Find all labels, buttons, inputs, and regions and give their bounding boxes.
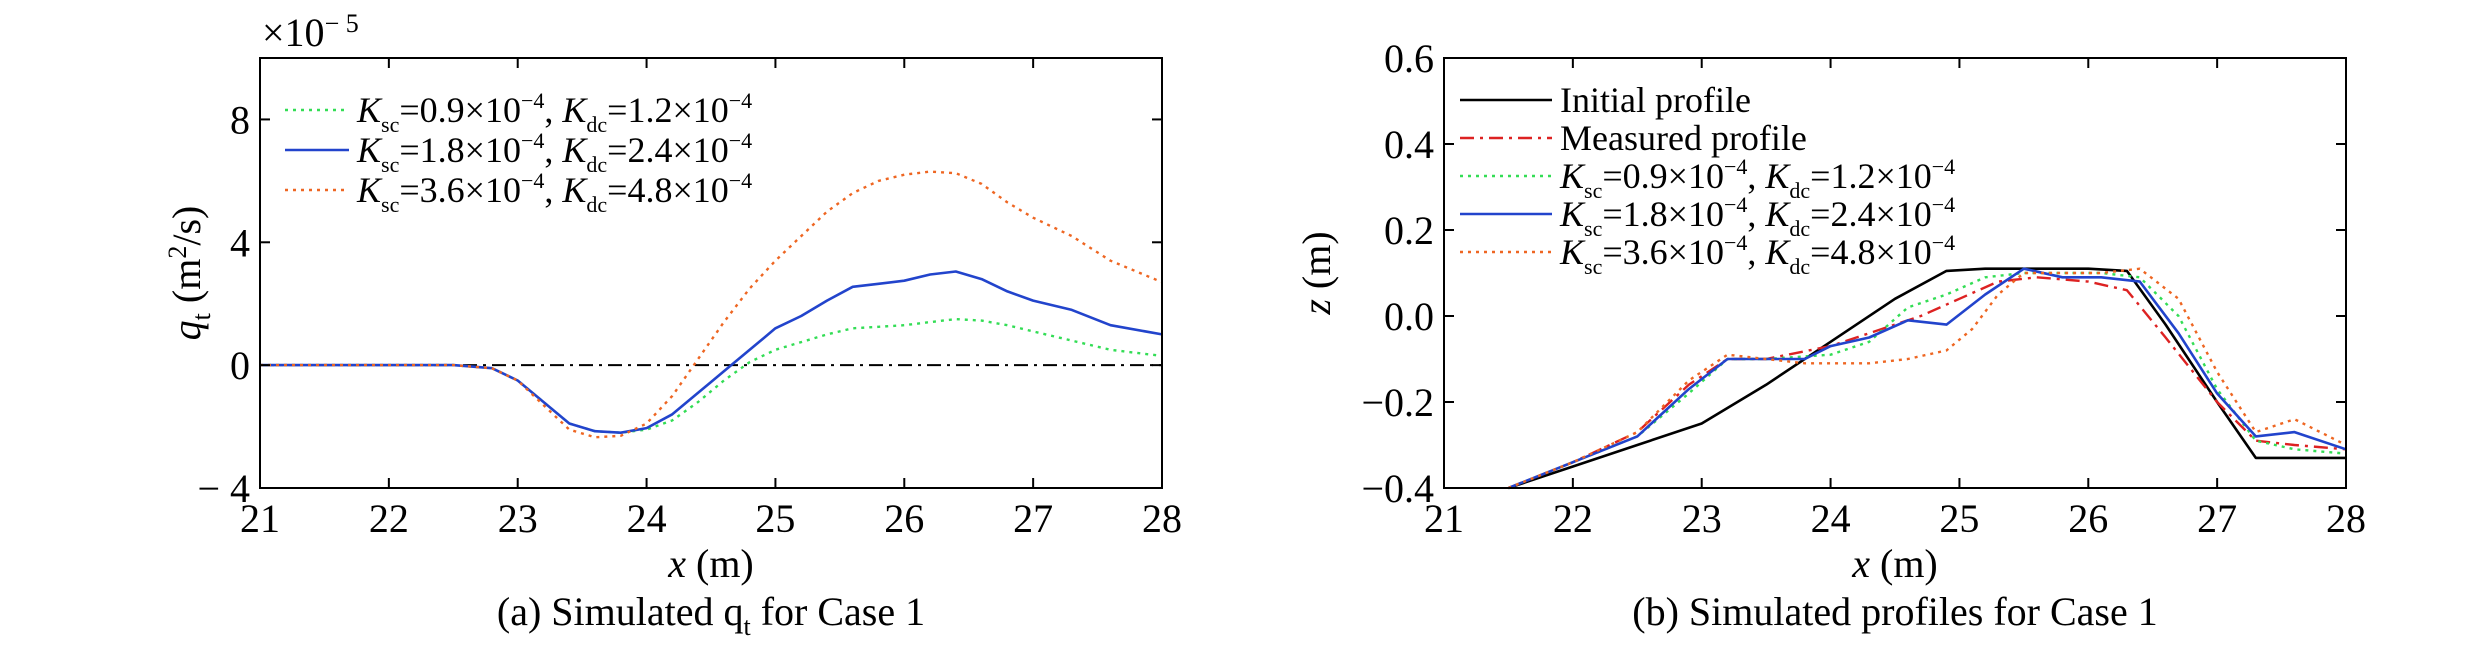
x-tick-label: 26 <box>2068 496 2108 541</box>
y-tick-label: 4 <box>230 220 250 265</box>
y-tick-label: 0.6 <box>1384 36 1434 81</box>
y-tick-label: −0.2 <box>1361 380 1434 425</box>
legend-label: Ksc=1.8×10−4, Kdc=2.4×10−4 <box>1559 192 1955 241</box>
chart-b-ylabel: z (m) <box>1294 231 1339 315</box>
legend-label: Measured profile <box>1560 118 1807 158</box>
y-tick-label: −0.4 <box>1361 466 1434 511</box>
chart-b-frame <box>1443 57 2347 489</box>
x-tick-label: 25 <box>755 496 795 541</box>
legend-label: Initial profile <box>1560 80 1751 120</box>
chart-a-caption: (a) Simulated qt for Case 1 <box>497 589 925 641</box>
series-line-3 <box>1507 271 2347 490</box>
x-tick-label: 27 <box>2197 496 2237 541</box>
y-tick-label: 0.4 <box>1384 122 1434 167</box>
chart-a-legend: Ksc=0.9×10−4, Kdc=1.2×10−4Ksc=1.8×10−4, … <box>285 88 752 217</box>
y-tick-label: 0.2 <box>1384 208 1434 253</box>
x-tick-label: 25 <box>1939 496 1979 541</box>
series-line-2 <box>1507 276 2347 490</box>
chart-a-ylabel: qt (m2/s) <box>163 206 216 341</box>
legend-label: Ksc=3.6×10−4, Kdc=4.8×10−4 <box>356 168 752 217</box>
y-tick-label: 0.0 <box>1384 294 1434 339</box>
series-line-5 <box>1507 267 2347 490</box>
x-tick-label: 27 <box>1013 496 1053 541</box>
series-line-1 <box>1507 267 2346 490</box>
x-tick-label: 28 <box>2326 496 2366 541</box>
legend-label: Ksc=1.8×10−4, Kdc=2.4×10−4 <box>356 128 752 177</box>
y-tick-label: − 4 <box>197 466 250 511</box>
chart-a-plot-area <box>260 170 1163 439</box>
series-line-2 <box>260 270 1163 434</box>
y-tick-label: 8 <box>230 97 250 142</box>
legend-label: Ksc=3.6×10−4, Kdc=4.8×10−4 <box>1559 230 1955 279</box>
chart-b-caption: (b) Simulated profiles for Case 1 <box>1632 589 2157 634</box>
chart-b-ticks <box>1443 57 2347 489</box>
x-tick-label: 22 <box>369 496 409 541</box>
chart-b-tick-labels: 21 22 23 24 25 26 27 28 −0.4 −0.2 0.0 0.2 0.4 0.6 <box>1361 36 2366 541</box>
x-tick-label: 21 <box>240 496 280 541</box>
chart-a-frame <box>259 57 1163 489</box>
chart-b: 21 22 23 24 25 26 27 28 −0.4 −0.2 0.0 0.2 0.4 0.6 z (… <box>1294 36 2366 634</box>
legend-label: Ksc=0.9×10−4, Kdc=1.2×10−4 <box>356 88 752 137</box>
series-line-4 <box>1507 267 2347 490</box>
chart-b-plot-area <box>1507 267 2347 490</box>
y-tick-label: 0 <box>230 343 250 388</box>
x-tick-label: 23 <box>1682 496 1722 541</box>
x-tick-label: 22 <box>1553 496 1593 541</box>
x-tick-label: 26 <box>884 496 924 541</box>
legend-label: Ksc=0.9×10−4, Kdc=1.2×10−4 <box>1559 154 1955 203</box>
x-tick-label: 21 <box>1424 496 1464 541</box>
chart-a-xlabel: x (m) <box>667 541 754 586</box>
x-tick-label: 23 <box>498 496 538 541</box>
series-line-1 <box>260 317 1163 434</box>
chart-a-ticks <box>259 58 1163 489</box>
x-tick-label: 24 <box>627 496 667 541</box>
x-tick-label: 24 <box>1811 496 1851 541</box>
chart-a-multiplier: ×10− 5 <box>262 9 359 55</box>
series-line-3 <box>260 170 1163 439</box>
chart-a-tick-labels: 21 22 23 24 25 26 27 28 − 4 0 4 8 <box>197 97 1182 541</box>
x-tick-label: 28 <box>1142 496 1182 541</box>
chart-b-xlabel: x (m) <box>1851 541 1938 586</box>
